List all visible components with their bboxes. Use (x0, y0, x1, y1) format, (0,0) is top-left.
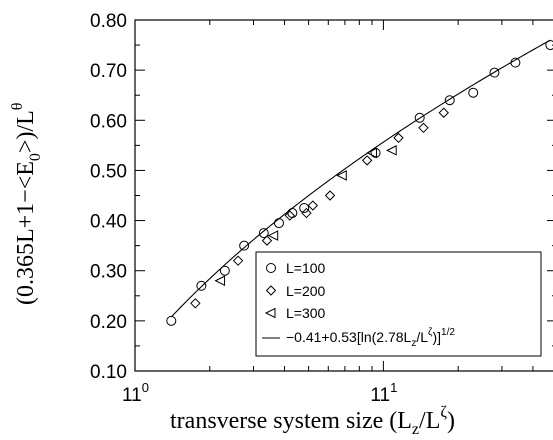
y-axis-label: (0.365L+1−<E0>)/Lθ (9, 103, 44, 305)
ticks-layer: 0.10 0.20 0.30 0.40 0.50 0.60 0.70 0.80 110 111 (90, 11, 553, 406)
points-layer (166, 40, 553, 326)
point-l100 (274, 218, 285, 229)
fit-curve (170, 39, 551, 318)
legend-box (255, 251, 542, 357)
point-l100 (196, 280, 207, 291)
point-l200 (190, 298, 201, 309)
y-tick-label: 0.10 (90, 362, 127, 383)
point-l100 (444, 95, 455, 106)
point-l100 (166, 315, 177, 326)
point-l100 (239, 240, 250, 251)
curve-layer (170, 39, 551, 318)
point-l200 (261, 235, 273, 246)
point-l100 (468, 87, 479, 98)
point-l200 (418, 122, 429, 134)
x-tick-label: 111 (370, 380, 397, 406)
y-tick-label: 0.70 (90, 61, 127, 82)
point-l200 (232, 255, 244, 266)
y-tick-label: 0.60 (90, 111, 127, 132)
legend-label-l200: L=200 (286, 283, 326, 299)
legend-marker-l200 (265, 285, 277, 296)
y-tick-label: 0.30 (90, 262, 127, 283)
legend-label-l300: L=300 (286, 305, 326, 321)
y-tick-label: 0.40 (90, 212, 127, 233)
point-l100 (299, 203, 310, 214)
legend-label-l100: L=100 (286, 260, 326, 276)
point-l200 (301, 207, 312, 219)
y-tick-label: 0.50 (90, 161, 127, 182)
point-l100 (258, 228, 269, 239)
point-l100 (414, 112, 425, 123)
y-tick-label: 0.80 (90, 11, 127, 32)
legend-marker-l300 (264, 307, 276, 319)
point-l300 (336, 170, 347, 181)
point-l100 (370, 147, 381, 158)
legend-label-fit: −0.41+0.53[ln(2.78Lz/Lζ)]1/2 (286, 327, 455, 349)
point-l200 (361, 155, 373, 166)
x-tick-label: 110 (122, 380, 149, 406)
point-l300 (214, 275, 226, 287)
x-axis-label: transverse system size (Lz/Lζ) (170, 404, 455, 438)
point-l100 (545, 40, 553, 51)
point-l200 (324, 190, 336, 201)
point-l300 (267, 230, 279, 241)
point-l200 (393, 132, 404, 144)
point-l300 (386, 145, 397, 156)
point-l200 (438, 107, 449, 118)
y-tick-label: 0.20 (90, 312, 127, 333)
point-l100 (219, 265, 230, 276)
point-l100 (510, 57, 521, 68)
point-l300 (366, 147, 378, 159)
legend: L=100 L=200 L=300 −0.41+0.53[ln(2.78Lz/L… (255, 251, 542, 357)
legend-marker-l100 (266, 263, 276, 273)
point-l200 (307, 200, 319, 211)
point-l100 (489, 67, 500, 78)
plot-frame (134, 19, 553, 372)
point-l200 (284, 210, 296, 221)
